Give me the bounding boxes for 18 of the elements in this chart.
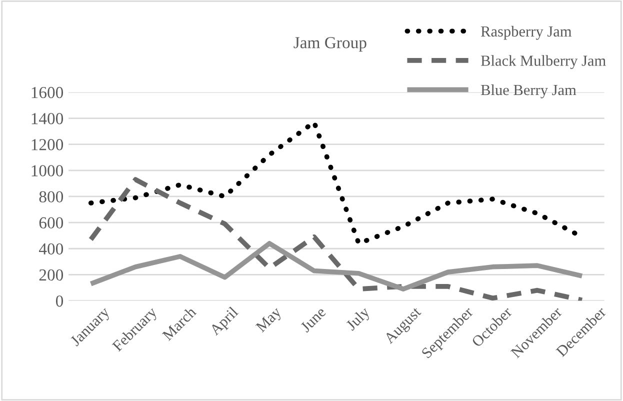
y-tick-label: 800 (39, 191, 64, 202)
y-tick-label: 200 (39, 269, 64, 281)
x-tick-label: July (345, 306, 373, 334)
y-tick-label: 1000 (32, 165, 64, 176)
y-tick-label: 1600 (32, 86, 64, 98)
x-tick-label: May (255, 306, 284, 335)
y-tick-label: 400 (38, 243, 64, 255)
y-tick-label: 1400 (32, 112, 64, 124)
legend-label: Black Mulberry Jam (480, 55, 606, 70)
legend-label: Blue Berry Jam (480, 84, 576, 98)
x-tick-label: June (300, 306, 326, 333)
y-tick-label: 1200 (32, 139, 64, 150)
y-tick-label: 0 (56, 295, 64, 307)
y-tick-label: 600 (39, 217, 64, 228)
line-series (88, 177, 584, 301)
legend-label: Raspberry Jam (480, 26, 572, 40)
line-series (88, 240, 584, 292)
chart-title: Jam Group (294, 37, 366, 52)
